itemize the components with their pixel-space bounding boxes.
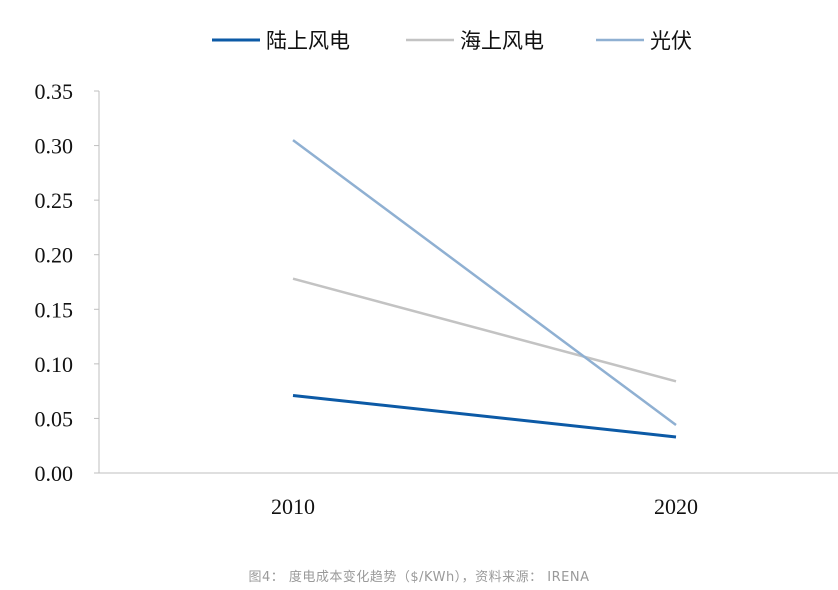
- y-tick-label: 0.10: [35, 352, 74, 377]
- series-line-3: [292, 139, 677, 426]
- x-axis-ticks: 2010 2020: [271, 494, 698, 519]
- y-tick-label: 0.05: [35, 406, 74, 431]
- y-tick-label: 0.30: [35, 134, 74, 159]
- legend: 陆上风电 海上风电 光伏: [212, 29, 692, 53]
- y-tick-label: 0.35: [35, 79, 74, 104]
- y-tick-label: 0.00: [35, 461, 74, 486]
- x-tick-label: 2020: [654, 494, 698, 519]
- figure-caption: 图4： 度电成本变化趋势（$/KWh），资料来源： IRENA: [248, 570, 590, 585]
- legend-label: 海上风电: [460, 29, 544, 53]
- legend-label: 光伏: [650, 29, 692, 53]
- y-tick-label: 0.25: [35, 188, 74, 213]
- y-axis-ticks: 0.00 0.05 0.10 0.15 0.20 0.25 0.30 0.35: [35, 79, 99, 486]
- y-tick-label: 0.20: [35, 243, 74, 268]
- y-tick-label: 0.15: [35, 297, 74, 322]
- series-lines: [292, 139, 677, 439]
- x-tick-label: 2010: [271, 494, 315, 519]
- legend-label: 陆上风电: [266, 29, 350, 53]
- series-line-1: [292, 394, 677, 439]
- series-line-2: [292, 277, 677, 383]
